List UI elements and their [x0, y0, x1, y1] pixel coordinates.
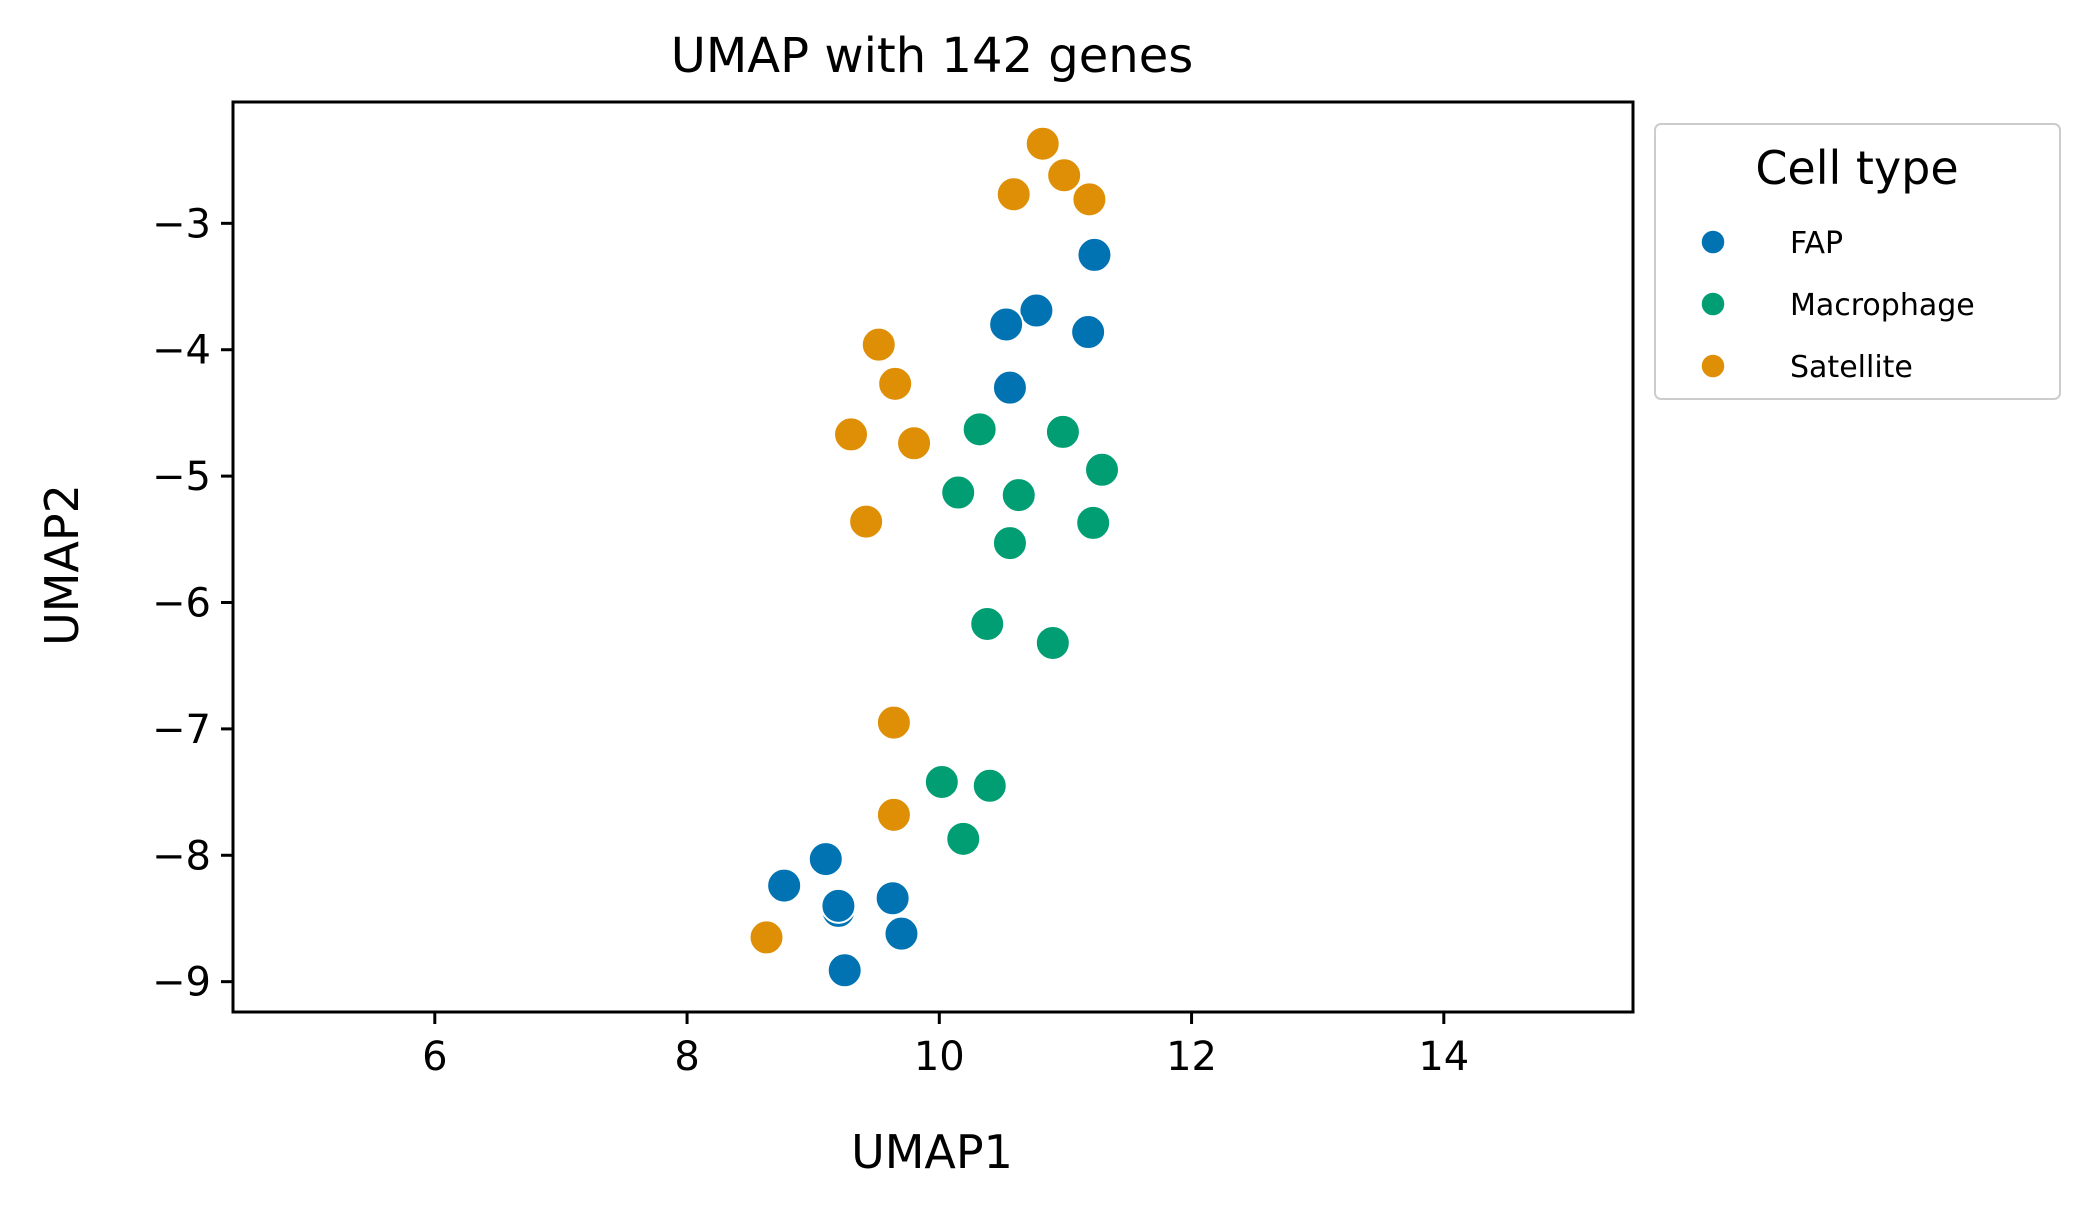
data-point-fap	[820, 887, 857, 924]
x-axis-label: UMAP1	[851, 1125, 1013, 1179]
data-point-satellite	[848, 503, 885, 540]
data-point-fap	[826, 952, 863, 989]
y-tick-label: −5	[152, 454, 211, 500]
legend-label-fap: FAP	[1790, 226, 1843, 261]
data-point-fap	[807, 841, 844, 878]
x-tick-label: 8	[674, 1034, 699, 1080]
legend-label-macrophage: Macrophage	[1790, 288, 1975, 323]
data-point-satellite	[875, 796, 912, 833]
y-axis-label: UMAP2	[35, 484, 89, 646]
data-point-macrophage	[923, 763, 960, 800]
x-tick-label: 6	[422, 1034, 447, 1080]
y-tick-label: −6	[152, 581, 211, 627]
data-point-satellite	[875, 704, 912, 741]
data-point-macrophage	[971, 767, 1008, 804]
y-tick-label: −9	[152, 960, 211, 1006]
legend-frame	[1654, 123, 2061, 400]
legend-marker-satellite	[1700, 353, 1726, 379]
data-point-macrophage	[991, 525, 1028, 562]
y-tick-label: −4	[152, 328, 211, 374]
series-satellite	[748, 125, 1108, 956]
legend-marker-fap	[1700, 229, 1726, 255]
data-point-macrophage	[1084, 451, 1121, 488]
x-axis: 6 8 10 12 14	[422, 1012, 1469, 1080]
data-point-fap	[883, 915, 920, 952]
data-point-satellite	[860, 326, 897, 363]
data-point-satellite	[833, 416, 870, 453]
plot-area	[231, 100, 1635, 1014]
data-point-fap	[1070, 314, 1107, 351]
data-point-satellite	[896, 425, 933, 462]
x-tick-label: 12	[1166, 1034, 1217, 1080]
data-point-fap	[1076, 236, 1113, 273]
data-point-satellite	[1024, 125, 1061, 162]
y-tick-label: −7	[152, 707, 211, 753]
data-point-macrophage	[945, 820, 982, 857]
legend-label-satellite: Satellite	[1790, 350, 1913, 385]
data-point-macrophage	[940, 474, 977, 511]
legend-entries: FAP Macrophage Satellite	[1700, 226, 1975, 385]
data-point-macrophage	[1044, 413, 1081, 450]
data-point-macrophage	[1075, 504, 1112, 541]
data-point-macrophage	[1034, 624, 1071, 661]
data-point-satellite	[1071, 181, 1108, 218]
y-tick-label: −8	[152, 833, 211, 879]
data-point-satellite	[1046, 157, 1083, 194]
data-point-fap	[874, 880, 911, 917]
plot-background	[233, 102, 1633, 1012]
data-points	[748, 125, 1121, 989]
data-point-satellite	[877, 365, 914, 402]
legend-marker-macrophage	[1700, 291, 1726, 317]
legend-title: Cell type	[1755, 141, 1958, 195]
data-point-fap	[766, 867, 803, 904]
data-point-macrophage	[961, 411, 998, 448]
legend: Cell type FAP Macrophage Satellite	[1654, 123, 2061, 400]
chart-title: UMAP with 142 genes	[671, 28, 1194, 84]
plot-frame	[231, 100, 1635, 1014]
data-point-fap	[1018, 292, 1055, 329]
data-point-macrophage	[1000, 477, 1037, 514]
data-point-satellite	[995, 176, 1032, 213]
series-fap	[766, 236, 1113, 989]
y-tick-label: −3	[152, 201, 211, 247]
y-axis: −3 −4 −5 −6 −7 −8 −9	[152, 201, 233, 1006]
data-point-macrophage	[969, 605, 1006, 642]
series-macrophage	[923, 411, 1121, 857]
data-point-fap	[991, 369, 1028, 406]
data-point-fap	[988, 306, 1025, 343]
x-tick-label: 14	[1418, 1034, 1469, 1080]
data-point-satellite	[748, 919, 785, 956]
x-tick-label: 10	[914, 1034, 965, 1080]
